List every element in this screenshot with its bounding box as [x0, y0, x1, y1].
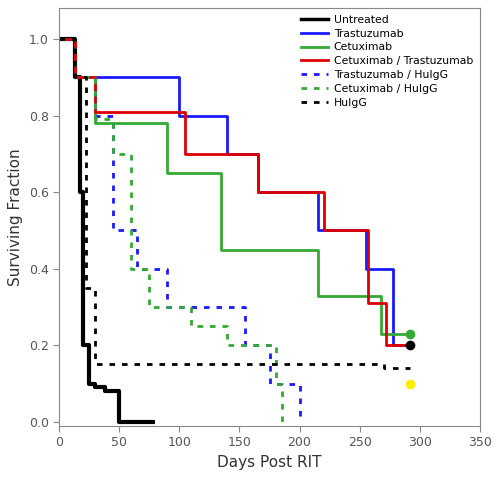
X-axis label: Days Post RIT: Days Post RIT	[218, 455, 322, 470]
Legend: Untreated, Trastuzumab, Cetuximab, Cetuximab / Trastuzumab, Trastuzumab / HuIgG,: Untreated, Trastuzumab, Cetuximab, Cetux…	[297, 11, 478, 112]
Y-axis label: Surviving Fraction: Surviving Fraction	[8, 148, 24, 286]
